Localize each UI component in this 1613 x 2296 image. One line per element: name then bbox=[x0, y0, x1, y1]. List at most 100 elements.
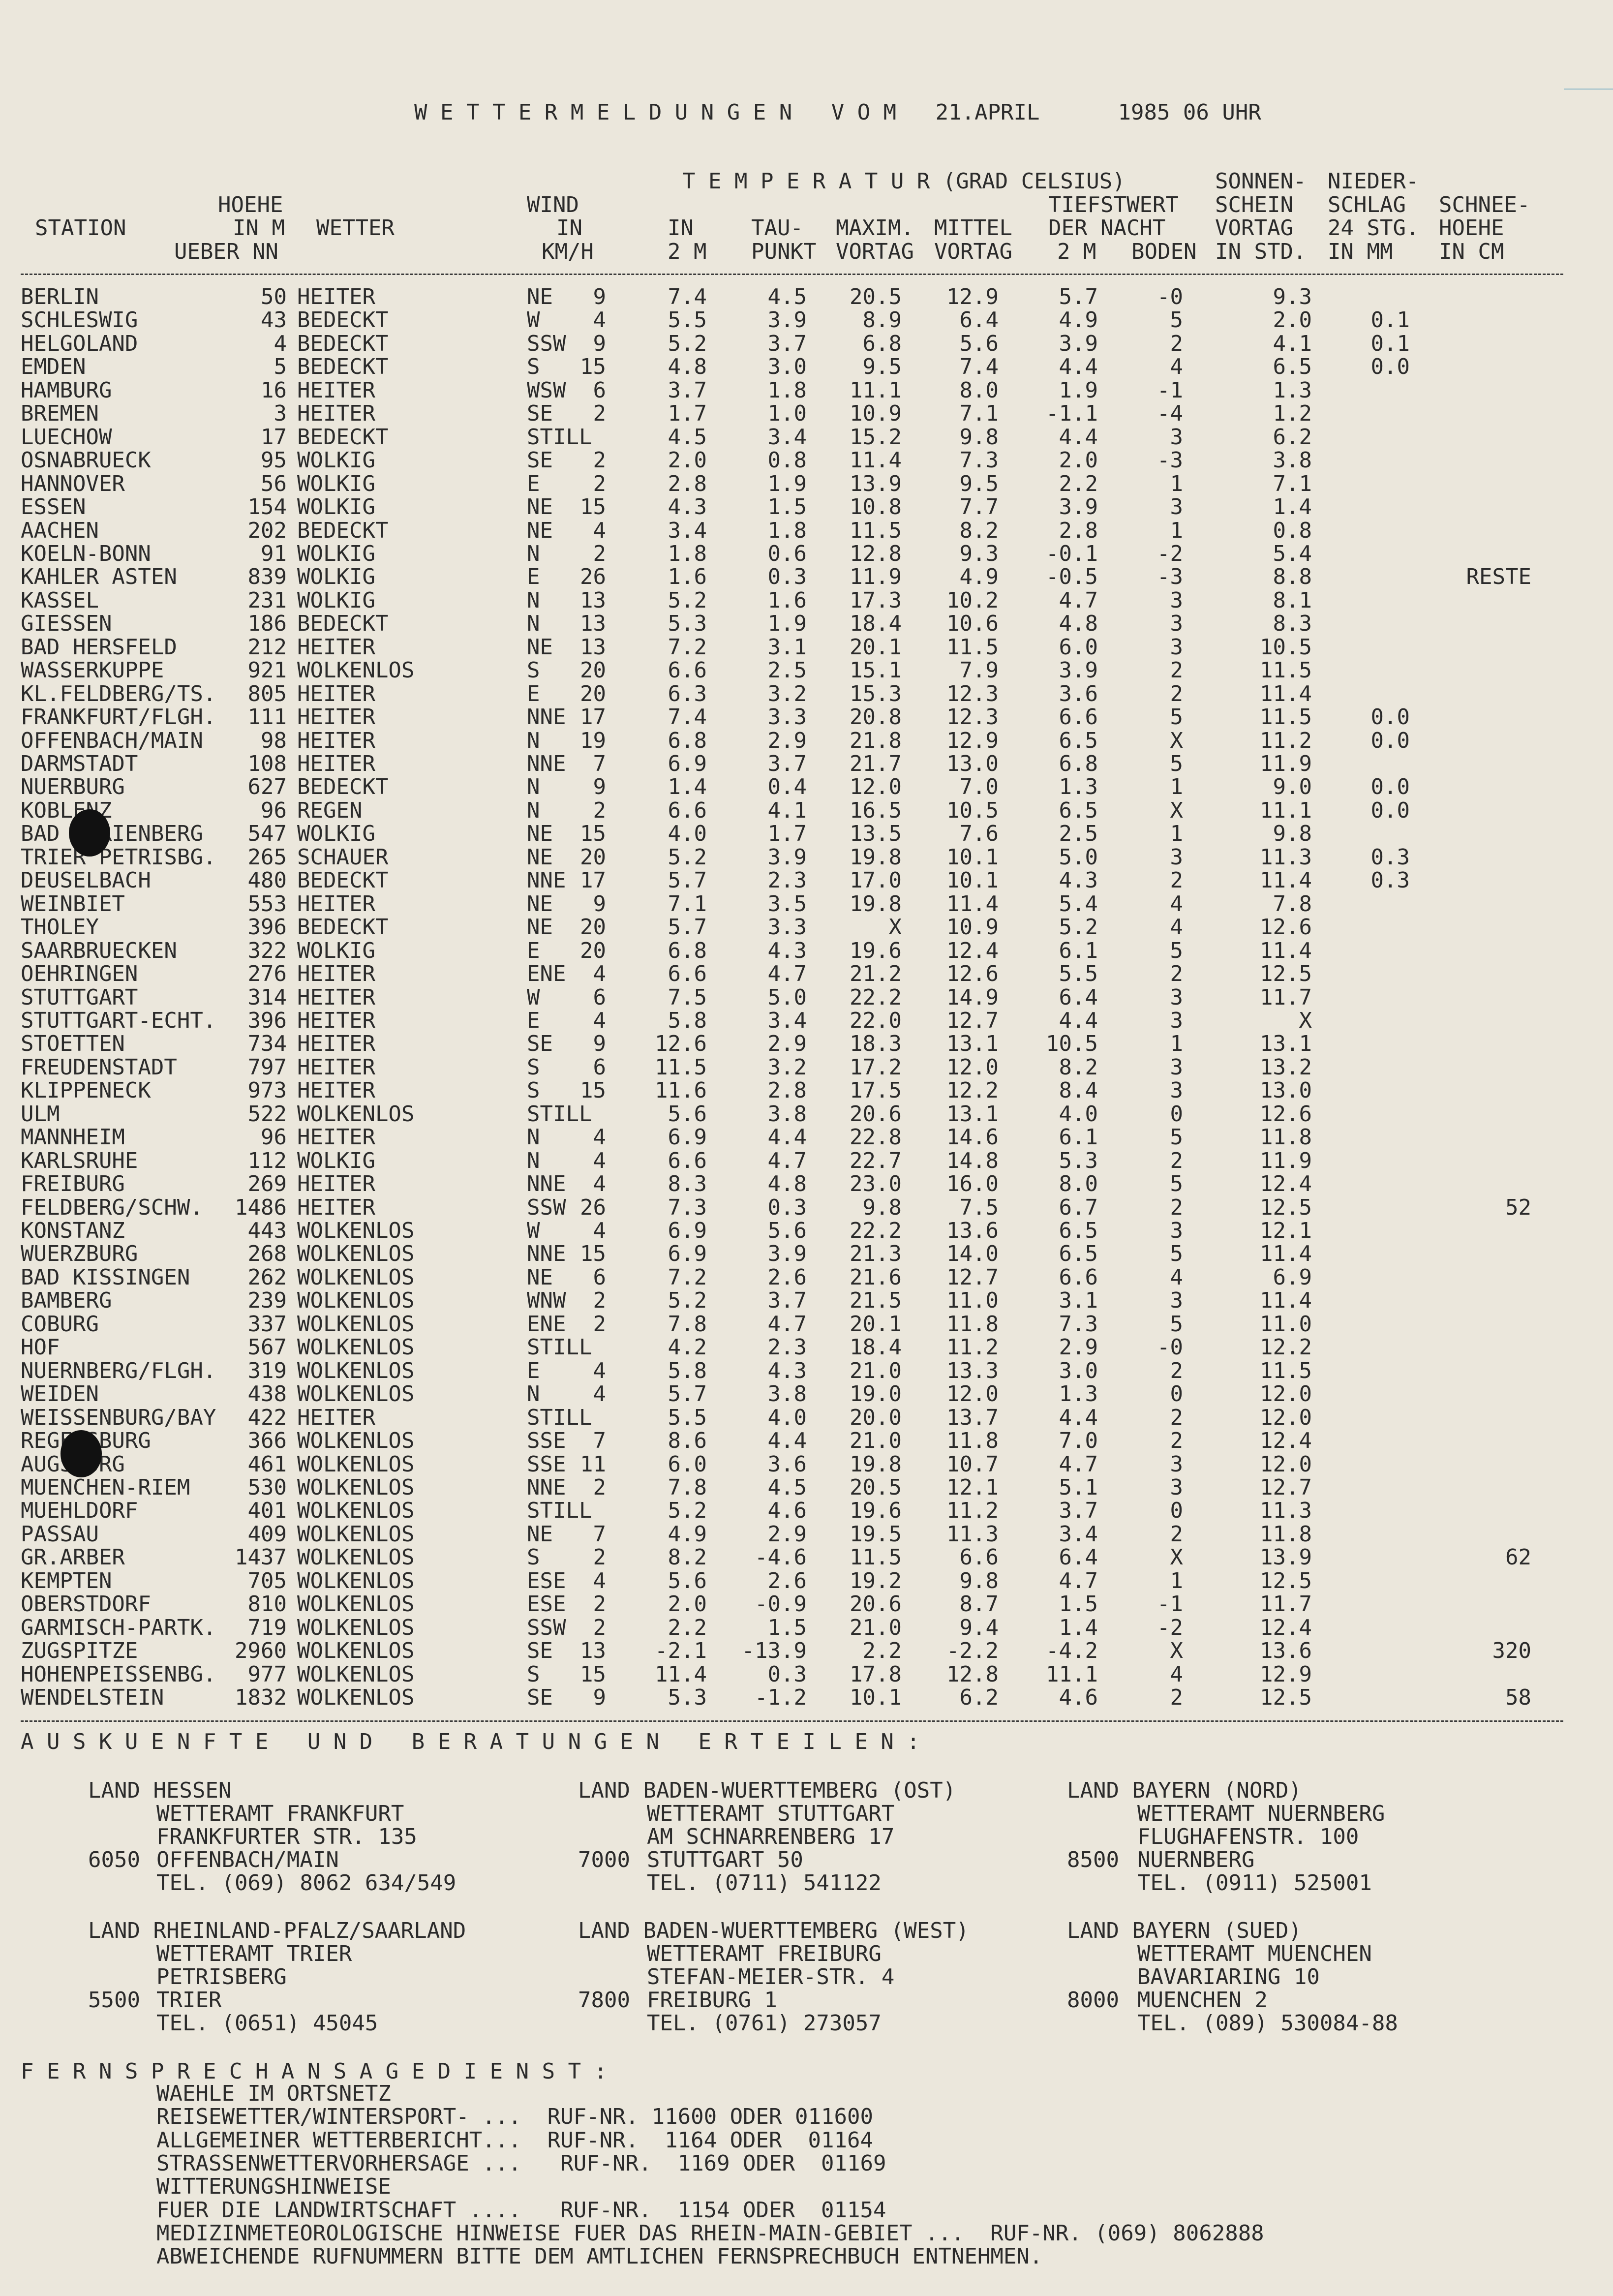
cell-tau: 2.9 bbox=[767, 728, 807, 753]
cell-station: MANNHEIM bbox=[21, 1125, 125, 1150]
cell-wdir: NE bbox=[527, 518, 553, 543]
cell-tau: 0.8 bbox=[767, 448, 807, 473]
cell-boden: 1 bbox=[1170, 1568, 1184, 1593]
cell-wdir: STILL bbox=[527, 1335, 592, 1360]
cell-mittel: 7.5 bbox=[959, 1194, 999, 1220]
cell-sonne: 11.2 bbox=[1260, 728, 1312, 753]
cell-wdir: S bbox=[527, 1078, 540, 1103]
cell-wspd: 4 bbox=[593, 1171, 607, 1197]
cell-station: WENDELSTEIN bbox=[21, 1685, 164, 1710]
cell-wdir: NE bbox=[527, 891, 553, 917]
cell-tau: 2.9 bbox=[767, 1521, 807, 1547]
cell-station: STOETTEN bbox=[21, 1031, 125, 1057]
cell-wdir: N bbox=[527, 541, 540, 566]
cell-schnee: 58 bbox=[1505, 1685, 1531, 1710]
cell-hoehe: 480 bbox=[247, 868, 287, 893]
cell-mittel: 12.9 bbox=[946, 284, 999, 309]
cell-station: KONSTANZ bbox=[21, 1218, 125, 1243]
cell-boden: 5 bbox=[1170, 1241, 1184, 1267]
cell-wetter: HEITER bbox=[297, 728, 375, 753]
cell-max: 2.2 bbox=[862, 1638, 902, 1664]
document-title: W E T T E R M E L D U N G E N V O M 21.A… bbox=[414, 100, 1261, 125]
cell-sonne: 9.0 bbox=[1273, 774, 1312, 800]
cell-hoehe: 553 bbox=[247, 891, 287, 917]
cell-tief: 2.5 bbox=[1059, 821, 1098, 847]
cell-mittel: 12.1 bbox=[946, 1474, 999, 1500]
address-plz: 6050 bbox=[88, 1847, 140, 1872]
cell-wdir: NNE bbox=[527, 1241, 566, 1267]
cell-boden: 5 bbox=[1170, 1311, 1184, 1337]
cell-wdir: STILL bbox=[527, 1101, 592, 1127]
cell-nieder: 0.0 bbox=[1370, 797, 1410, 823]
cell-station: FRANKFURT/FLGH. bbox=[21, 704, 216, 730]
cell-wetter: BEDECKT bbox=[297, 774, 389, 800]
cell-max: X bbox=[888, 915, 902, 940]
cell-wetter: WOLKENLOS bbox=[297, 1381, 415, 1407]
header-mittel: MITTEL bbox=[934, 215, 1012, 241]
cell-tau: 4.3 bbox=[767, 1358, 807, 1383]
cell-sonne: X bbox=[1299, 1008, 1312, 1033]
cell-station: OSNABRUECK bbox=[21, 448, 151, 473]
cell-tief: 4.7 bbox=[1059, 587, 1098, 613]
cell-t2m: 6.6 bbox=[668, 797, 707, 823]
cell-boden: 2 bbox=[1170, 1358, 1184, 1383]
cell-sonne: 9.8 bbox=[1273, 821, 1312, 847]
cell-wetter: HEITER bbox=[297, 704, 375, 730]
cell-wdir: SSW bbox=[527, 1194, 566, 1220]
cell-t2m: 8.6 bbox=[668, 1428, 707, 1454]
cell-tief: 8.4 bbox=[1059, 1078, 1098, 1103]
cell-wdir: NNE bbox=[527, 1474, 566, 1500]
cell-sonne: 0.8 bbox=[1273, 518, 1312, 543]
cell-tief: 4.3 bbox=[1059, 868, 1098, 893]
cell-max: 15.1 bbox=[850, 658, 902, 683]
cell-sonne: 12.5 bbox=[1260, 961, 1312, 987]
cell-tief: 5.5 bbox=[1059, 961, 1098, 987]
cell-sonne: 12.7 bbox=[1260, 1474, 1312, 1500]
address-tel: TEL. (0761) 273057 bbox=[647, 2011, 882, 2036]
cell-tief: 4.4 bbox=[1059, 424, 1098, 450]
cell-wetter: WOLKENLOS bbox=[297, 658, 415, 683]
cell-wetter: HEITER bbox=[297, 1008, 375, 1033]
header-sonnen-2: SCHEIN bbox=[1215, 192, 1293, 217]
cell-wdir: NE bbox=[527, 1264, 553, 1290]
cell-station: KL.FELDBERG/TS. bbox=[21, 681, 216, 706]
cell-t2m: 4.5 bbox=[668, 424, 707, 450]
cell-tief: 6.6 bbox=[1059, 1264, 1098, 1290]
cell-t2m: 1.7 bbox=[668, 401, 707, 427]
cell-tau: 0.4 bbox=[767, 774, 807, 800]
cell-tief: 4.6 bbox=[1059, 1685, 1098, 1710]
cell-sonne: 11.9 bbox=[1260, 751, 1312, 776]
header-hoehe: HOEHE bbox=[218, 192, 283, 217]
cell-boden: 2 bbox=[1170, 1194, 1184, 1220]
cell-station: FREIBURG bbox=[21, 1171, 125, 1197]
cell-mittel: 7.6 bbox=[959, 821, 999, 847]
cell-sonne: 8.1 bbox=[1273, 587, 1312, 613]
cell-wspd: 4 bbox=[593, 1218, 607, 1243]
cell-wetter: WOLKIG bbox=[297, 541, 375, 566]
cell-max: 19.2 bbox=[850, 1568, 902, 1593]
cell-tief: 4.7 bbox=[1059, 1568, 1098, 1593]
cell-wetter: BEDECKT bbox=[297, 611, 389, 637]
cell-tief: 3.9 bbox=[1059, 494, 1098, 520]
header-schnee-2: HOEHE bbox=[1439, 215, 1504, 241]
cell-hoehe: 810 bbox=[247, 1592, 287, 1617]
cell-station: ZUGSPITZE bbox=[21, 1638, 138, 1664]
cell-wetter: HEITER bbox=[297, 984, 375, 1010]
cell-schnee: 62 bbox=[1505, 1545, 1531, 1570]
fernsprech-line: STRASSENWETTERVORHERSAGE ... RUF-NR. 116… bbox=[156, 2150, 886, 2176]
cell-tief: 3.9 bbox=[1059, 658, 1098, 683]
cell-mittel: 14.0 bbox=[946, 1241, 999, 1267]
address-amt: WETTERAMT MUENCHEN bbox=[1137, 1941, 1372, 1966]
cell-mittel: 12.3 bbox=[946, 704, 999, 730]
cell-station: HOF bbox=[21, 1335, 60, 1360]
cell-tief: 7.3 bbox=[1059, 1311, 1098, 1337]
header-nieder-3: 24 STG. bbox=[1328, 215, 1419, 241]
cell-mittel: 7.0 bbox=[959, 774, 999, 800]
cell-wspd: 4 bbox=[593, 1358, 607, 1383]
cell-t2m: 6.0 bbox=[668, 1451, 707, 1477]
cell-hoehe: 95 bbox=[261, 448, 287, 473]
cell-wetter: WOLKENLOS bbox=[297, 1498, 415, 1524]
cell-wdir: NE bbox=[527, 284, 553, 309]
cell-tau: 3.2 bbox=[767, 681, 807, 706]
cell-wetter: WOLKENLOS bbox=[297, 1101, 415, 1127]
